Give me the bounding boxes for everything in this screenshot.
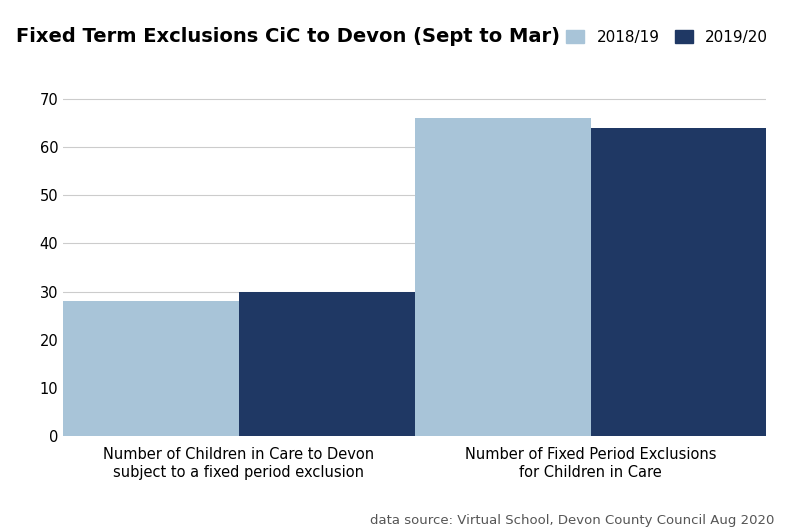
Bar <box>590 128 766 436</box>
Text: data source: Virtual School, Devon County Council Aug 2020: data source: Virtual School, Devon Count… <box>370 514 774 527</box>
Bar <box>239 292 415 436</box>
Legend: 2018/19, 2019/20: 2018/19, 2019/20 <box>560 23 774 51</box>
Bar <box>63 301 239 436</box>
Text: Fixed Term Exclusions CiC to Devon (Sept to Mar): Fixed Term Exclusions CiC to Devon (Sept… <box>16 27 560 46</box>
Bar <box>415 118 590 436</box>
